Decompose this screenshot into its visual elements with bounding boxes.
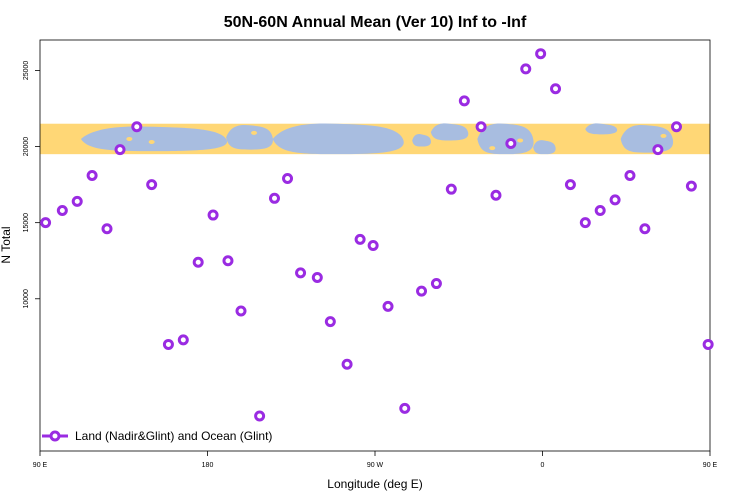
- data-point: [475, 121, 487, 133]
- map-ocean-region: [226, 124, 273, 150]
- data-point: [282, 173, 294, 185]
- map-island: [251, 130, 258, 135]
- data-point: [399, 402, 411, 414]
- data-points: [40, 48, 714, 422]
- map-island: [660, 133, 667, 138]
- data-point: [416, 285, 428, 297]
- data-point: [131, 121, 143, 133]
- data-point: [324, 316, 336, 328]
- data-point: [146, 179, 158, 191]
- legend-label: Land (Nadir&Glint) and Ocean (Glint): [75, 429, 272, 443]
- data-point: [430, 278, 442, 290]
- data-point: [114, 144, 126, 156]
- map-ocean-region: [430, 123, 469, 141]
- y-tick-label: 25000: [23, 61, 30, 81]
- data-point: [40, 217, 52, 229]
- y-tick-label: 10000: [23, 289, 30, 309]
- data-point: [382, 300, 394, 312]
- data-point: [177, 334, 189, 346]
- x-tick-label: 90 W: [367, 462, 384, 469]
- data-point: [445, 183, 457, 195]
- data-point: [71, 195, 83, 207]
- data-point: [341, 358, 353, 370]
- map-ocean-region: [620, 124, 674, 153]
- data-point: [235, 305, 247, 317]
- data-point: [162, 338, 174, 350]
- data-point: [702, 338, 714, 350]
- data-point: [652, 144, 664, 156]
- map-island: [489, 146, 496, 151]
- legend-marker-swatch: [49, 430, 61, 442]
- data-point: [550, 83, 562, 95]
- map-ocean-region: [272, 123, 404, 155]
- x-tick-label: 180: [202, 462, 214, 469]
- data-point: [254, 410, 266, 422]
- map-ocean-region: [585, 123, 618, 135]
- y-tick-label: 15000: [23, 213, 30, 233]
- y-tick-label: 20000: [23, 137, 30, 157]
- map-ocean-region: [533, 140, 556, 155]
- data-point: [579, 217, 591, 229]
- x-axis-ticks: 90 E 180 90 W 0 90 E: [33, 451, 718, 469]
- data-point: [311, 271, 323, 283]
- data-point: [192, 256, 204, 268]
- data-point: [671, 121, 682, 133]
- data-point: [639, 223, 651, 235]
- map-island: [517, 138, 524, 143]
- y-axis-label: N Total: [0, 226, 13, 263]
- legend: Land (Nadir&Glint) and Ocean (Glint): [42, 429, 272, 443]
- map-ocean-region: [80, 126, 228, 152]
- map-ocean-region: [412, 134, 431, 147]
- data-point: [505, 138, 517, 150]
- data-point: [101, 223, 113, 235]
- data-point: [564, 179, 576, 191]
- data-point: [86, 169, 98, 181]
- data-point: [367, 240, 379, 251]
- x-axis-label: Longitude (deg E): [327, 477, 422, 491]
- data-point: [295, 267, 307, 279]
- x-tick-label: 90 E: [703, 462, 718, 469]
- data-point: [207, 209, 219, 221]
- world-map-strip: [40, 123, 710, 155]
- data-point: [354, 233, 366, 245]
- chart-title: 50N-60N Annual Mean (Ver 10) Inf to -Inf: [224, 14, 527, 31]
- data-point: [490, 189, 502, 201]
- map-island: [468, 143, 475, 148]
- x-tick-label: 0: [541, 462, 545, 469]
- data-point: [222, 255, 234, 267]
- data-point: [520, 63, 532, 75]
- data-point: [535, 48, 547, 60]
- x-tick-label: 90 E: [33, 462, 48, 469]
- map-island: [126, 136, 133, 141]
- data-point: [685, 180, 697, 192]
- data-point: [56, 204, 68, 216]
- data-point: [609, 194, 621, 206]
- map-island: [148, 139, 155, 144]
- data-point: [624, 169, 636, 181]
- data-point: [458, 95, 470, 107]
- data-point: [269, 192, 280, 204]
- data-point: [594, 204, 606, 216]
- y-axis-ticks: 10000 15000 20000 25000: [23, 61, 40, 309]
